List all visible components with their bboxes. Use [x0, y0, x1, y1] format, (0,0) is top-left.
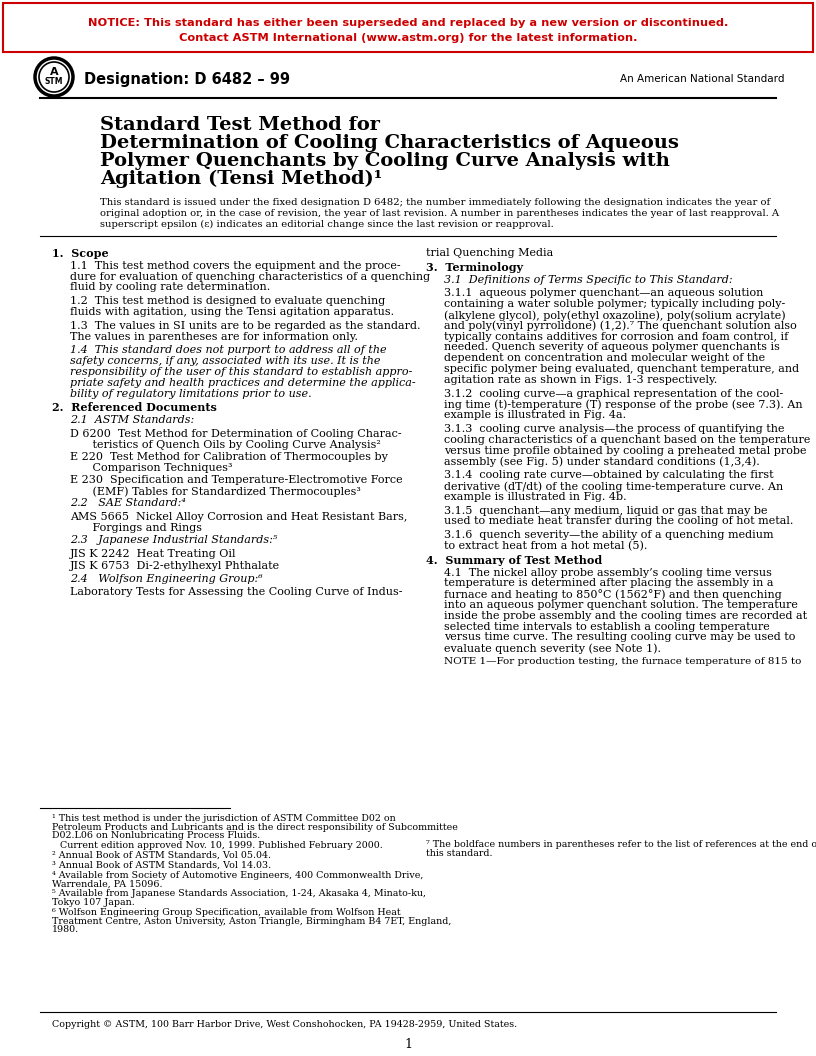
- Text: safety concerns, if any, associated with its use. It is the: safety concerns, if any, associated with…: [70, 356, 380, 366]
- Text: assembly (see Fig. 5) under standard conditions (1,3,4).: assembly (see Fig. 5) under standard con…: [444, 456, 760, 467]
- Text: A: A: [50, 67, 58, 77]
- Text: Determination of Cooling Characteristics of Aqueous: Determination of Cooling Characteristics…: [100, 134, 679, 152]
- Text: Treatment Centre, Aston University, Aston Triangle, Birmingham B4 7ET, England,: Treatment Centre, Aston University, Asto…: [52, 917, 451, 925]
- Text: 3.1.2  cooling curve—a graphical representation of the cool-: 3.1.2 cooling curve—a graphical represen…: [444, 389, 783, 398]
- Text: (EMF) Tables for Standardized Thermocouples³: (EMF) Tables for Standardized Thermocoup…: [82, 486, 361, 496]
- Text: Standard Test Method for: Standard Test Method for: [100, 116, 380, 134]
- Text: ⁴ Available from Society of Automotive Engineers, 400 Commonwealth Drive,: ⁴ Available from Society of Automotive E…: [52, 871, 424, 880]
- Text: An American National Standard: An American National Standard: [619, 74, 784, 84]
- Text: Current edition approved Nov. 10, 1999. Published February 2000.: Current edition approved Nov. 10, 1999. …: [60, 841, 383, 850]
- Text: 3.1.6  quench severity—the ability of a quenching medium: 3.1.6 quench severity—the ability of a q…: [444, 530, 774, 541]
- Text: ⁶ Wolfson Engineering Group Specification, available from Wolfson Heat: ⁶ Wolfson Engineering Group Specificatio…: [52, 908, 401, 917]
- Text: selected time intervals to establish a cooling temperature: selected time intervals to establish a c…: [444, 622, 769, 631]
- Bar: [3, 3, 813, 52]
- Text: E 230  Specification and Temperature-Electromotive Force: E 230 Specification and Temperature-Elec…: [70, 475, 402, 485]
- Text: bility of regulatory limitations prior to use.: bility of regulatory limitations prior t…: [70, 389, 312, 398]
- Text: containing a water soluble polymer; typically including poly-: containing a water soluble polymer; typi…: [444, 299, 785, 309]
- Text: to extract heat from a hot metal (5).: to extract heat from a hot metal (5).: [444, 541, 647, 551]
- Text: Polymer Quenchants by Cooling Curve Analysis with: Polymer Quenchants by Cooling Curve Anal…: [100, 152, 670, 170]
- Text: Petroleum Products and Lubricants and is the direct responsibility of Subcommitt: Petroleum Products and Lubricants and is…: [52, 823, 458, 831]
- Text: teristics of Quench Oils by Cooling Curve Analysis²: teristics of Quench Oils by Cooling Curv…: [82, 439, 381, 450]
- Text: priate safety and health practices and determine the applica-: priate safety and health practices and d…: [70, 378, 415, 388]
- Text: 2.3   Japanese Industrial Standards:⁵: 2.3 Japanese Industrial Standards:⁵: [70, 535, 277, 545]
- Text: fluids with agitation, using the Tensi agitation apparatus.: fluids with agitation, using the Tensi a…: [70, 307, 394, 317]
- Text: Forgings and Rings: Forgings and Rings: [82, 523, 202, 533]
- Text: 1980.: 1980.: [52, 925, 79, 934]
- Text: ³ Annual Book of ASTM Standards, Vol 14.03.: ³ Annual Book of ASTM Standards, Vol 14.…: [52, 861, 271, 870]
- Text: NOTICE: This standard has either been superseded and replaced by a new version o: NOTICE: This standard has either been su…: [88, 18, 728, 29]
- Text: 3.1  Definitions of Terms Specific to This Standard:: 3.1 Definitions of Terms Specific to Thi…: [444, 275, 733, 285]
- Text: This standard is issued under the fixed designation D 6482; the number immediate: This standard is issued under the fixed …: [100, 199, 770, 207]
- Text: Tokyo 107 Japan.: Tokyo 107 Japan.: [52, 898, 135, 907]
- Text: D02.L06 on Nonlubricating Process Fluids.: D02.L06 on Nonlubricating Process Fluids…: [52, 831, 260, 840]
- Text: versus time profile obtained by cooling a preheated metal probe: versus time profile obtained by cooling …: [444, 446, 806, 455]
- Text: AMS 5665  Nickel Alloy Corrosion and Heat Resistant Bars,: AMS 5665 Nickel Alloy Corrosion and Heat…: [70, 512, 407, 522]
- Text: 2.  Referenced Documents: 2. Referenced Documents: [52, 402, 217, 413]
- Text: ing time (t)-temperature (T) response of the probe (see 7.3). An: ing time (t)-temperature (T) response of…: [444, 399, 803, 410]
- Text: 2.1  ASTM Standards:: 2.1 ASTM Standards:: [70, 415, 194, 426]
- Text: 1.2  This test method is designed to evaluate quenching: 1.2 This test method is designed to eval…: [70, 296, 385, 306]
- Text: Designation: D 6482 – 99: Designation: D 6482 – 99: [84, 72, 290, 87]
- Text: typically contains additives for corrosion and foam control, if: typically contains additives for corrosi…: [444, 332, 788, 341]
- Text: ¹ This test method is under the jurisdiction of ASTM Committee D02 on: ¹ This test method is under the jurisdic…: [52, 814, 396, 823]
- Text: 3.1.5  quenchant—any medium, liquid or gas that may be: 3.1.5 quenchant—any medium, liquid or ga…: [444, 506, 768, 515]
- Text: fluid by cooling rate determination.: fluid by cooling rate determination.: [70, 282, 270, 293]
- Text: ⁵ Available from Japanese Standards Association, 1-24, Akasaka 4, Minato-ku,: ⁵ Available from Japanese Standards Asso…: [52, 889, 426, 899]
- Text: Comparison Techniques³: Comparison Techniques³: [82, 463, 233, 473]
- Text: The values in parentheses are for information only.: The values in parentheses are for inform…: [70, 332, 358, 341]
- Text: 1.3  The values in SI units are to be regarded as the standard.: 1.3 The values in SI units are to be reg…: [70, 321, 420, 331]
- Text: 1.  Scope: 1. Scope: [52, 248, 109, 259]
- Text: Laboratory Tests for Assessing the Cooling Curve of Indus-: Laboratory Tests for Assessing the Cooli…: [70, 587, 402, 598]
- Text: E 220  Test Method for Calibration of Thermocouples by: E 220 Test Method for Calibration of The…: [70, 452, 388, 463]
- Text: inside the probe assembly and the cooling times are recorded at: inside the probe assembly and the coolin…: [444, 610, 807, 621]
- Text: evaluate quench severity (see Note 1).: evaluate quench severity (see Note 1).: [444, 643, 661, 654]
- Text: JIS K 2242  Heat Treating Oil: JIS K 2242 Heat Treating Oil: [70, 549, 237, 559]
- Text: D 6200  Test Method for Determination of Cooling Charac-: D 6200 Test Method for Determination of …: [70, 429, 401, 439]
- Text: STM: STM: [45, 77, 64, 87]
- Text: ⁷ The boldface numbers in parentheses refer to the list of references at the end: ⁷ The boldface numbers in parentheses re…: [426, 840, 816, 849]
- Text: NOTE 1—For production testing, the furnace temperature of 815 to: NOTE 1—For production testing, the furna…: [444, 657, 801, 666]
- Text: example is illustrated in Fig. 4a.: example is illustrated in Fig. 4a.: [444, 410, 626, 420]
- Text: responsibility of the user of this standard to establish appro-: responsibility of the user of this stand…: [70, 367, 412, 377]
- Text: agitation rate as shown in Figs. 1-3 respectively.: agitation rate as shown in Figs. 1-3 res…: [444, 375, 717, 384]
- Text: 4.1  The nickel alloy probe assembly’s cooling time versus: 4.1 The nickel alloy probe assembly’s co…: [444, 568, 772, 578]
- Text: Copyright © ASTM, 100 Barr Harbor Drive, West Conshohocken, PA 19428-2959, Unite: Copyright © ASTM, 100 Barr Harbor Drive,…: [52, 1020, 517, 1029]
- Text: this standard.: this standard.: [426, 849, 493, 857]
- Text: 2.4   Wolfson Engineering Group:⁶: 2.4 Wolfson Engineering Group:⁶: [70, 573, 263, 584]
- Text: needed. Quench severity of aqueous polymer quenchants is: needed. Quench severity of aqueous polym…: [444, 342, 780, 353]
- Text: 4.  Summary of Test Method: 4. Summary of Test Method: [426, 554, 602, 566]
- Text: used to mediate heat transfer during the cooling of hot metal.: used to mediate heat transfer during the…: [444, 516, 793, 526]
- Text: versus time curve. The resulting cooling curve may be used to: versus time curve. The resulting cooling…: [444, 633, 796, 642]
- Text: 2.2   SAE Standard:⁴: 2.2 SAE Standard:⁴: [70, 498, 186, 508]
- Text: original adoption or, in the case of revision, the year of last revision. A numb: original adoption or, in the case of rev…: [100, 209, 779, 218]
- Text: 3.1.3  cooling curve analysis—the process of quantifying the: 3.1.3 cooling curve analysis—the process…: [444, 425, 784, 434]
- Text: temperature is determined after placing the assembly in a: temperature is determined after placing …: [444, 579, 774, 588]
- Text: (alkylene glycol), poly(ethyl oxazoline), poly(solium acrylate): (alkylene glycol), poly(ethyl oxazoline)…: [444, 310, 786, 321]
- Text: JIS K 6753  Di-2-ethylhexyl Phthalate: JIS K 6753 Di-2-ethylhexyl Phthalate: [70, 562, 280, 571]
- Text: Warrendale, PA 15096.: Warrendale, PA 15096.: [52, 880, 162, 888]
- Text: furnace and heating to 850°C (1562°F) and then quenching: furnace and heating to 850°C (1562°F) an…: [444, 589, 782, 600]
- Text: superscript epsilon (ε) indicates an editorial change since the last revision or: superscript epsilon (ε) indicates an edi…: [100, 220, 554, 229]
- Text: cooling characteristics of a quenchant based on the temperature: cooling characteristics of a quenchant b…: [444, 435, 810, 445]
- Text: Agitation (Tensi Method)¹: Agitation (Tensi Method)¹: [100, 170, 382, 188]
- Text: specific polymer being evaluated, quenchant temperature, and: specific polymer being evaluated, quench…: [444, 364, 799, 374]
- Text: into an aqueous polymer quenchant solution. The temperature: into an aqueous polymer quenchant soluti…: [444, 600, 798, 610]
- Text: example is illustrated in Fig. 4b.: example is illustrated in Fig. 4b.: [444, 492, 627, 502]
- Text: ² Annual Book of ASTM Standards, Vol 05.04.: ² Annual Book of ASTM Standards, Vol 05.…: [52, 851, 271, 860]
- Text: 1: 1: [404, 1038, 412, 1051]
- Text: 1.1  This test method covers the equipment and the proce-: 1.1 This test method covers the equipmen…: [70, 261, 401, 270]
- Text: and poly(vinyl pyrrolidone) (1,2).⁷ The quenchant solution also: and poly(vinyl pyrrolidone) (1,2).⁷ The …: [444, 321, 796, 332]
- Text: 3.1.1  aqueous polymer quenchant—an aqueous solution: 3.1.1 aqueous polymer quenchant—an aqueo…: [444, 288, 764, 299]
- Text: derivative (dT/dt) of the cooling time-temperature curve. An: derivative (dT/dt) of the cooling time-t…: [444, 480, 783, 491]
- Text: dure for evaluation of quenching characteristics of a quenching: dure for evaluation of quenching charact…: [70, 271, 430, 282]
- Text: 3.  Terminology: 3. Terminology: [426, 262, 523, 272]
- Text: 3.1.4  cooling rate curve—obtained by calculating the first: 3.1.4 cooling rate curve—obtained by cal…: [444, 470, 774, 480]
- Text: Contact ASTM International (www.astm.org) for the latest information.: Contact ASTM International (www.astm.org…: [179, 33, 637, 43]
- Text: 1.4  This standard does not purport to address all of the: 1.4 This standard does not purport to ad…: [70, 345, 387, 356]
- Text: dependent on concentration and molecular weight of the: dependent on concentration and molecular…: [444, 353, 765, 363]
- Text: trial Quenching Media: trial Quenching Media: [426, 248, 553, 258]
